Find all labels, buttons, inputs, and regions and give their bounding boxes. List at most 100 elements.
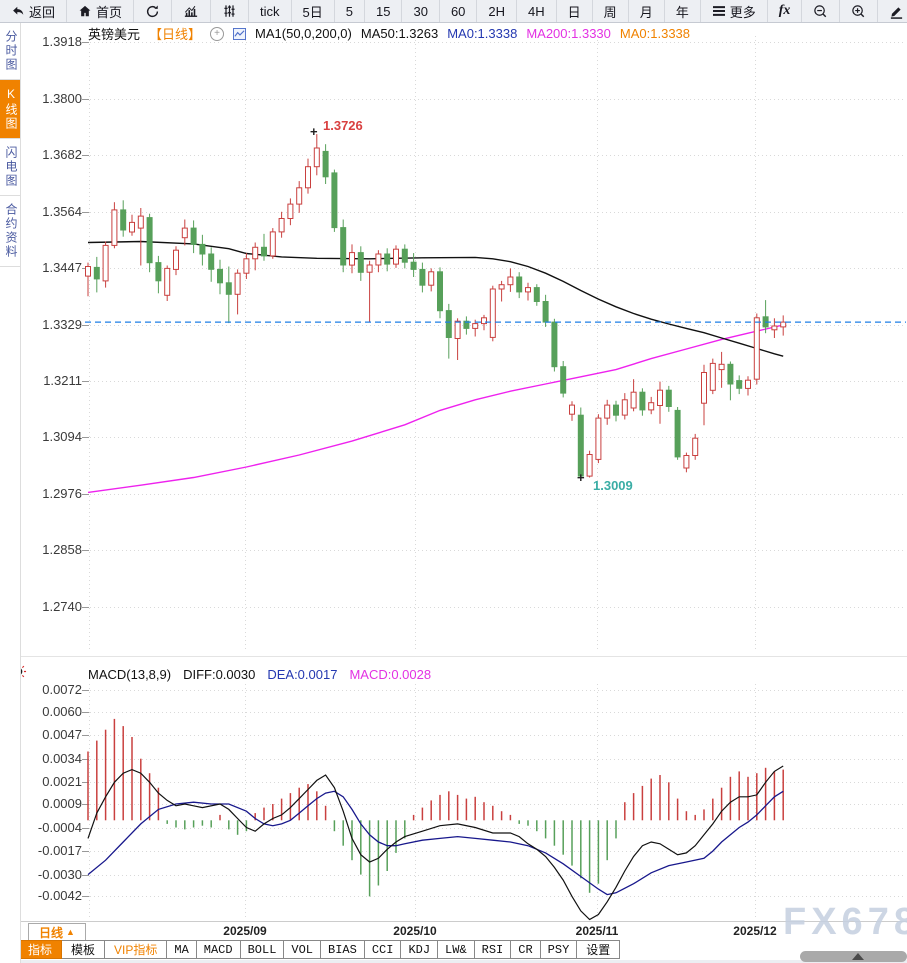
- interval-week-button-label: 周: [603, 4, 617, 20]
- interval-15-button-label: 15: [376, 3, 391, 19]
- tab-vip-indicator[interactable]: VIP指标: [105, 940, 168, 959]
- interval-5d-button-label: 5日: [302, 4, 323, 20]
- price-axis-label: 1.3329: [42, 316, 82, 332]
- sidebar-item-time-chart[interactable]: 分时图: [0, 22, 20, 80]
- toolbar: 返回 首页 tick 5日 5 15 30 60 2H 4H 日 周 月 年 更多 fx: [0, 0, 907, 23]
- price-axis-label: 1.3211: [43, 373, 82, 389]
- tab-rsi[interactable]: RSI: [474, 940, 512, 959]
- tab-boll[interactable]: BOLL: [240, 940, 285, 959]
- price-axis-label: 1.2858: [42, 542, 82, 558]
- price-axis-label: 1.3800: [42, 90, 82, 106]
- macd-axis-label: -0.0042: [37, 888, 82, 904]
- more-button[interactable]: 更多: [701, 0, 768, 22]
- interval-30-button[interactable]: 30: [402, 0, 440, 22]
- macd-axis-label: 0.0034: [42, 750, 82, 766]
- ma-group-label: MA1(50,0,200,0): [255, 26, 352, 41]
- candles-group: [85, 134, 787, 478]
- tab-template[interactable]: 模板: [62, 940, 106, 959]
- low-cross-marker: +: [577, 470, 585, 485]
- sidebar-item-kline-chart[interactable]: K线图: [0, 80, 20, 139]
- tab-indicator[interactable]: 指标: [18, 940, 63, 959]
- date-axis-label: 2025/11: [575, 924, 619, 938]
- back-button[interactable]: 返回: [0, 0, 68, 22]
- macd-axis-label: 0.0060: [42, 703, 82, 719]
- diff-line: [87, 765, 784, 921]
- home-button[interactable]: 首页: [67, 0, 135, 22]
- macd-axis-label: 0.0072: [42, 681, 82, 697]
- symbol-name: 英镑美元: [88, 27, 141, 42]
- interval-week-button[interactable]: 周: [593, 0, 629, 22]
- interval-day-button[interactable]: 日: [557, 0, 593, 22]
- date-axis-label: 2025/09: [223, 924, 267, 938]
- macd-axis-label: 0.0021: [42, 774, 82, 790]
- sidebar-item-lightning-chart[interactable]: 闪电图: [0, 139, 20, 196]
- area-chart-icon: [183, 4, 199, 18]
- pencil-icon: [889, 4, 904, 19]
- price-axis-label: 1.2976: [42, 485, 82, 501]
- refresh-button[interactable]: [134, 0, 173, 22]
- candlestick-button[interactable]: [211, 0, 250, 22]
- macd-axis-label: 0.0009: [42, 795, 82, 811]
- macd-bar-value: MACD:0.0028: [349, 667, 432, 682]
- tab-bias[interactable]: BIAS: [321, 940, 365, 959]
- tab-macd[interactable]: MACD: [196, 940, 241, 959]
- tab-vol[interactable]: VOL: [284, 940, 322, 959]
- sidebar-item-contract-info[interactable]: 合约资料: [0, 196, 20, 267]
- interval-month-button-label: 月: [639, 4, 653, 20]
- interval-30-button-label: 30: [413, 3, 428, 19]
- interval-60-button[interactable]: 60: [440, 0, 478, 22]
- interval-year-button[interactable]: 年: [665, 0, 701, 22]
- price-axis-label: 1.3918: [42, 34, 82, 49]
- add-indicator-icon[interactable]: +: [210, 26, 225, 41]
- price-axis-label: 1.2740: [42, 599, 82, 615]
- interval-5-button[interactable]: 5: [335, 0, 365, 22]
- indicator-tab-bar: 指标 模板 VIP指标 MA MACD BOLL VOL BIAS CCI KDJ LW& RSI CR…: [18, 940, 621, 959]
- ma200-value: MA200:1.3330: [526, 26, 611, 41]
- fx-indicator-button[interactable]: fx: [768, 0, 803, 22]
- tab-cr[interactable]: CR: [511, 940, 541, 959]
- tab-psy[interactable]: PSY: [540, 940, 578, 959]
- tab-lw[interactable]: LW&: [438, 940, 475, 959]
- tab-kdj[interactable]: KDJ: [401, 940, 439, 959]
- interval-2h-button[interactable]: 2H: [477, 0, 518, 22]
- interval-month-button[interactable]: 月: [629, 0, 665, 22]
- interval-2h-button-label: 2H: [488, 3, 506, 19]
- interval-4h-button[interactable]: 4H: [517, 0, 557, 22]
- interval-15-button[interactable]: 15: [365, 0, 403, 22]
- zoom-in-button[interactable]: [840, 0, 879, 22]
- date-axis-label: 2025/12: [733, 924, 777, 938]
- interval-4h-button-label: 4H: [528, 3, 545, 19]
- interval-5d-button[interactable]: 5日: [292, 0, 335, 22]
- tab-cci[interactable]: CCI: [364, 940, 402, 959]
- macd-axis-label: -0.0004: [37, 819, 82, 835]
- tick-interval-button[interactable]: tick: [249, 0, 292, 22]
- panel-divider: [21, 656, 907, 657]
- area-chart-button[interactable]: [172, 0, 212, 22]
- refresh-icon: [145, 4, 160, 19]
- price-axis-label: 1.3447: [42, 259, 82, 275]
- tab-settings[interactable]: 设置: [577, 940, 621, 959]
- horizontal-scrollbar[interactable]: [800, 951, 907, 962]
- mini-chart-icon[interactable]: [233, 27, 246, 40]
- high-price-annotation: 1.3726: [323, 118, 363, 133]
- date-axis-label: 2025/10: [393, 924, 437, 938]
- interval-year-button-label: 年: [675, 4, 689, 20]
- interval-5-button-label: 5: [345, 3, 353, 19]
- macd-diff-value: DIFF:0.0030: [183, 667, 256, 682]
- home-button-label: 首页: [96, 4, 123, 20]
- home-icon: [78, 4, 92, 18]
- macd-params-label: MACD(13,8,9): [88, 667, 172, 682]
- tab-ma[interactable]: MA: [167, 940, 197, 959]
- interval-day-button-label: 日: [567, 4, 581, 20]
- sidebar: 分时图 K线图 闪电图 合约资料: [0, 22, 21, 963]
- price-axis-label: 1.3682: [42, 147, 82, 163]
- back-icon: [11, 4, 25, 18]
- price-axis-label: 1.3094: [42, 429, 82, 445]
- bottom-strip: [0, 960, 907, 963]
- period-label: 【日线】: [149, 27, 202, 42]
- period-selector[interactable]: 日线 ▲: [28, 923, 86, 941]
- zoom-out-button[interactable]: [802, 0, 841, 22]
- draw-button[interactable]: [878, 0, 907, 22]
